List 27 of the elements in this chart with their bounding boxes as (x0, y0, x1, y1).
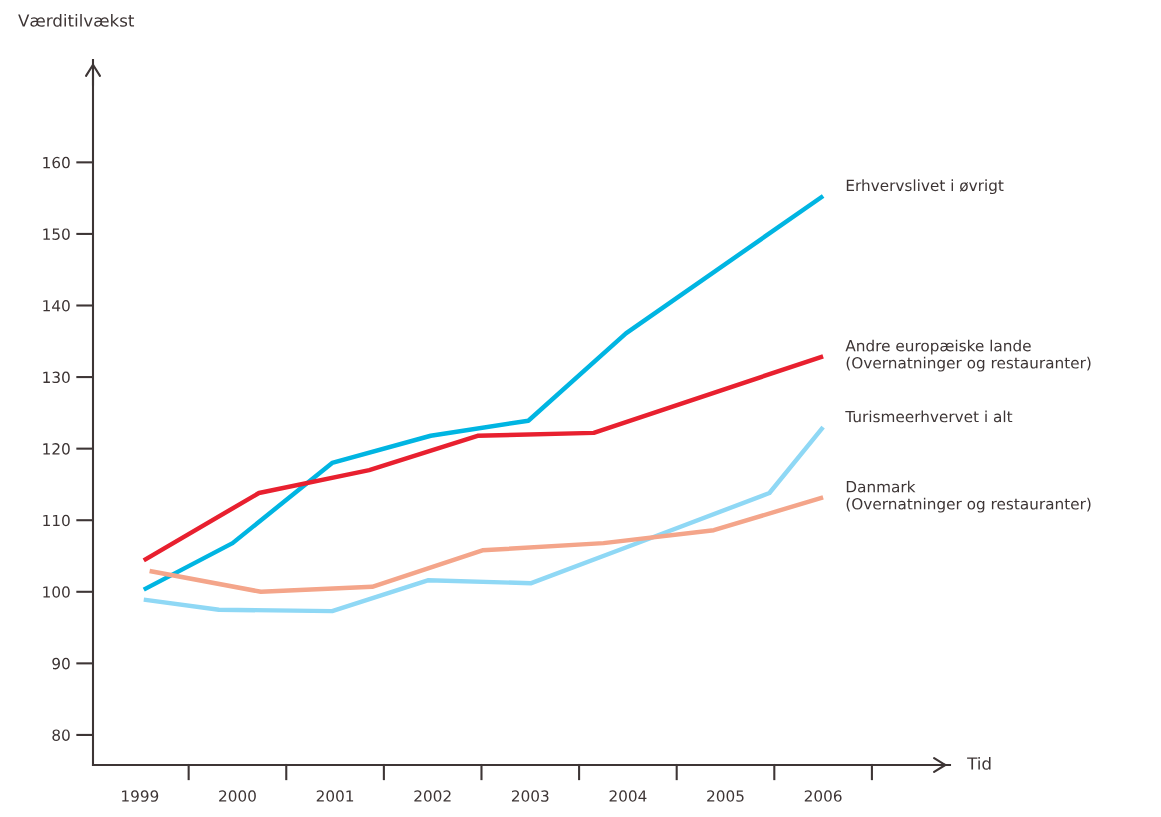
series-label: Danmark (Overnatninger og restauranter) (846, 480, 1091, 513)
y-tick-label: 130 (43, 371, 70, 384)
x-tick-label: 2005 (707, 790, 744, 802)
y-tick-label: 80 (52, 729, 70, 741)
y-tick-label: 150 (43, 228, 70, 240)
x-tick-label: 2006 (804, 790, 842, 802)
x-axis-title: Tid (967, 756, 991, 770)
x-tick-label: 2001 (316, 790, 354, 802)
y-tick-label: 110 (43, 514, 70, 527)
line-series (141, 354, 826, 563)
line-series (141, 424, 826, 614)
y-tick-label: 90 (52, 657, 70, 670)
x-tick-label: 2003 (511, 790, 549, 802)
x-tick-label: 1999 (122, 790, 159, 802)
x-tick-label: 2004 (609, 790, 647, 802)
line-series (141, 193, 826, 592)
series-label: Turismeerhvervet i alt (845, 410, 1013, 423)
x-tick-label: 2000 (219, 790, 256, 802)
y-tick-label: 120 (43, 443, 70, 455)
y-tick-label: 160 (43, 156, 70, 169)
x-tick-label: 2002 (414, 790, 451, 802)
line-series (147, 495, 826, 595)
y-axis-title: Værditilvækst (18, 13, 135, 27)
series-label: Andre europæiske lande (Overnatninger og restauranter) (845, 339, 1091, 372)
y-tick-label: 140 (43, 299, 70, 312)
series-label: Erhvervslivet i øvrigt (846, 179, 1004, 195)
y-tick-label: 100 (43, 586, 70, 598)
